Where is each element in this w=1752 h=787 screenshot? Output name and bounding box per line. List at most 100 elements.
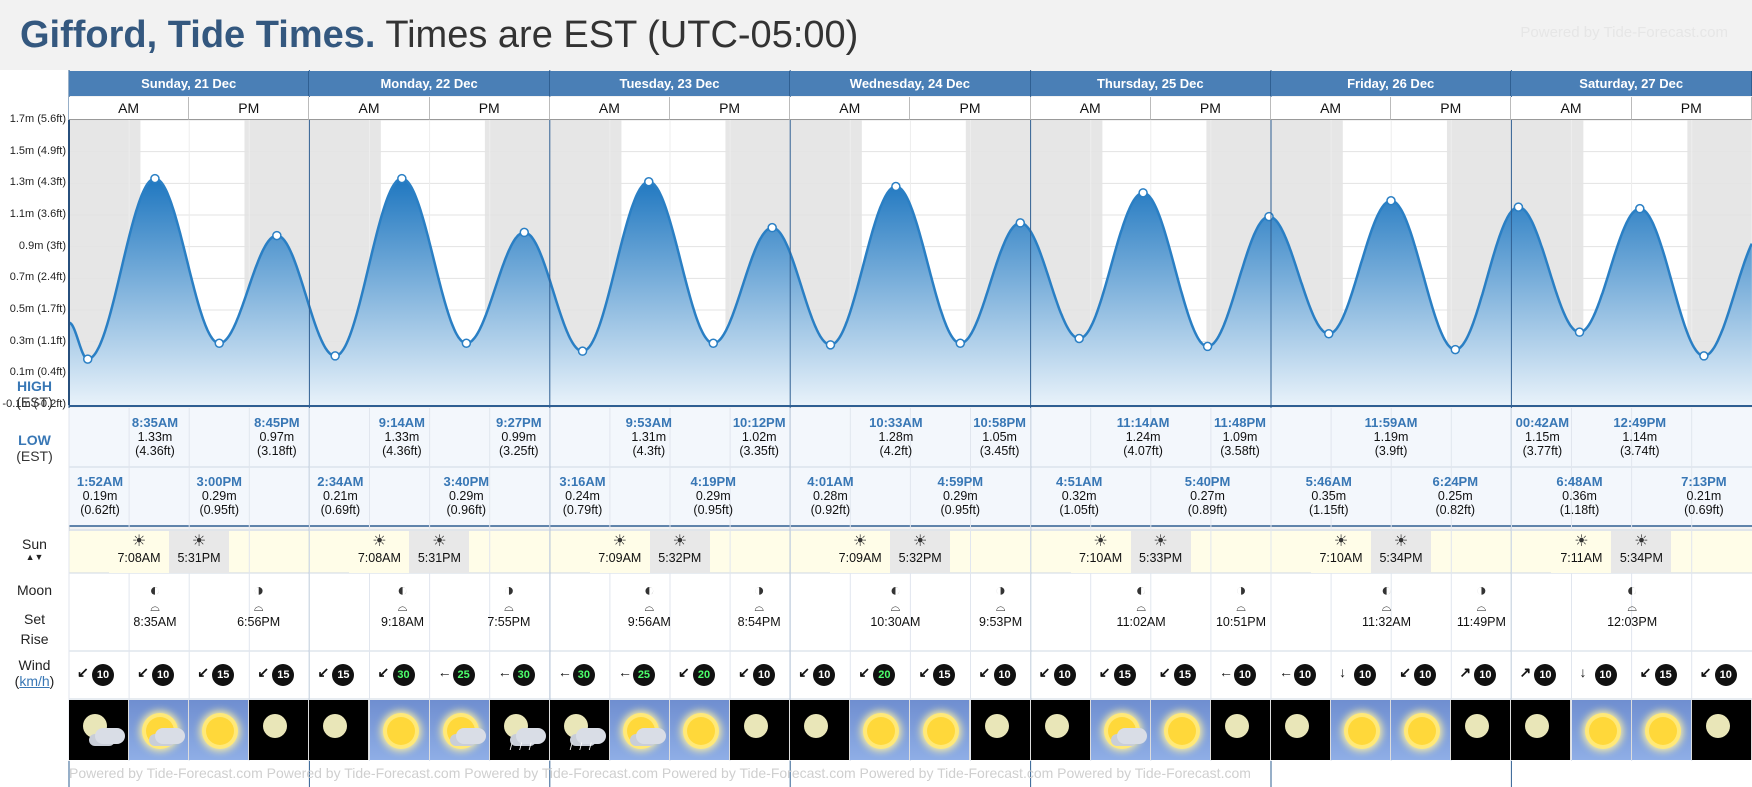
clear-night-icon: [730, 700, 791, 760]
tide-point: [1138, 188, 1148, 198]
sunrise-cell: ☀ 7:08AM: [349, 531, 410, 573]
low-tide-cell: 3:40PM 0.29m (0.96ft): [443, 474, 490, 518]
sunset-cell: ☀ 5:31PM: [409, 531, 470, 573]
moonrise-cell: ◑ ⌓ 7:55PM: [487, 580, 531, 629]
high-tide-cell: 11:48PM 1.09m (3.58ft): [1213, 415, 1267, 459]
sunset-cell: ☀ 5:34PM: [1611, 531, 1672, 573]
day-header-2: Tuesday, 23 Dec: [549, 71, 791, 96]
tide-point: [891, 181, 901, 192]
wind-speed-badge: 10: [1714, 664, 1737, 686]
moonrise-cell: ◑ ⌓ 9:53PM: [979, 580, 1023, 629]
high-tide-cell: 12:49PM 1.14m (3.74ft): [1613, 415, 1667, 459]
cloudy-night-icon: [69, 700, 130, 760]
am-header: AM: [309, 97, 430, 120]
sunrise-cell: ☀ 7:10AM: [1070, 531, 1131, 573]
moonset-cell: ◐ ⌓ 12:03PM: [1607, 580, 1658, 629]
tide-point: [1450, 344, 1461, 355]
sunny-icon: [1391, 700, 1452, 760]
wind-speed-badge: 10: [1534, 664, 1557, 686]
tide-point: [1513, 202, 1524, 212]
low-tide-cell: 2:34AM 0.21m (0.69ft): [317, 474, 364, 518]
am-header: AM: [1271, 97, 1392, 120]
wind-direction-icon: ←: [557, 664, 572, 680]
wind-speed-badge: 25: [452, 664, 475, 686]
wind-direction-icon: ↙: [317, 664, 330, 680]
sunny-icon: [189, 700, 250, 760]
clear-night-icon: [1451, 700, 1512, 760]
wind-speed-badge: 30: [572, 664, 595, 686]
page-title: Gifford, Tide Times. Times are EST (UTC-…: [20, 12, 858, 58]
sunny-icon: [1571, 700, 1632, 760]
y-tick-label: 0.3m (1.1ft): [9, 334, 66, 347]
low-label: LOW (EST): [16, 432, 53, 464]
high-tide-cell: 11:14AM 1.24m (4.07ft): [1116, 415, 1170, 459]
tide-point: [519, 227, 530, 238]
am-header: AM: [549, 97, 670, 120]
sunrise-cell: ☀ 7:11AM: [1551, 531, 1612, 573]
pm-header: PM: [189, 97, 310, 120]
moonset-cell: ◐ ⌓ 10:30AM: [870, 580, 921, 629]
tide-point: [214, 338, 224, 348]
low-tide-cell: 1:52AM 0.19m (0.62ft): [76, 474, 124, 518]
pm-header: PM: [670, 97, 791, 120]
wind-unit-link[interactable]: km/h: [19, 673, 50, 689]
wind-direction-icon: ↙: [197, 664, 209, 680]
tide-point: [825, 340, 836, 350]
tide-point: [1324, 329, 1334, 339]
low-tide-cell: 4:01AM 0.28m (0.92ft): [807, 474, 854, 518]
low-tide-cell: 5:40PM 0.27m (0.89ft): [1184, 474, 1231, 518]
tide-point: [1264, 211, 1274, 222]
wind-speed-badge: 10: [1474, 664, 1497, 686]
sunset-cell: ☀ 5:32PM: [649, 531, 710, 573]
sunny-icon: [910, 700, 971, 760]
wind-speed-badge: 30: [512, 664, 535, 686]
tide-point: [955, 338, 966, 348]
y-tick-label: -0.1m (-0.2ft): [2, 398, 66, 410]
low-tide-cell: 5:46AM 0.35m (1.15ft): [1305, 474, 1352, 518]
wind-speed-badge: 10: [813, 664, 836, 686]
powered-by-bottom: Powered by Tide-Forecast.com Powered by …: [69, 765, 1251, 781]
wind-direction-icon: ↙: [1699, 664, 1712, 680]
y-tick-label: 1.7m (5.6ft): [9, 113, 66, 125]
wind-speed-badge: 15: [1113, 664, 1136, 686]
day-header-5: Friday, 26 Dec: [1271, 71, 1512, 96]
clear-night-icon: [309, 700, 370, 760]
clear-night-icon: [249, 700, 310, 760]
high-tide-cell: 9:14AM 1.33m (4.36ft): [378, 415, 425, 459]
partly-cloudy-icon: [609, 700, 670, 760]
tide-point: [1386, 196, 1396, 206]
high-tide-cell: 10:33AM 1.28m (4.2ft): [869, 415, 923, 459]
wind-speed-badge: 15: [933, 664, 956, 686]
sunny-icon: [850, 700, 911, 760]
wind-speed-badge: 10: [1594, 664, 1617, 686]
moonrise-cell: ◑ ⌓ 8:54PM: [737, 580, 781, 629]
pm-header: PM: [1150, 97, 1271, 120]
partly-cloudy-icon: [129, 700, 190, 760]
wind-speed-badge: 10: [1414, 664, 1437, 686]
wind-direction-icon: ↙: [678, 664, 690, 680]
wind-speed-badge: 20: [693, 664, 716, 686]
pm-header: PM: [1631, 97, 1752, 120]
sunrise-cell: ☀ 7:09AM: [830, 531, 891, 573]
moon-rise-label: Rise: [20, 631, 49, 647]
clear-night-icon: [1030, 700, 1091, 760]
tide-point: [397, 173, 407, 184]
wind-direction-icon: ↙: [1158, 664, 1171, 680]
sunny-icon: [1631, 700, 1692, 760]
moonset-cell: ◐ ⌓ 11:32AM: [1361, 580, 1412, 629]
sunny-icon: [369, 700, 430, 760]
tide-point: [1202, 341, 1213, 352]
day-header-0: Sunday, 21 Dec: [69, 71, 310, 96]
sunset-cell: ☀ 5:31PM: [169, 531, 229, 573]
wind-speed-badge: 15: [212, 664, 235, 686]
high-tide-cell: 00:42AM 1.15m (3.77ft): [1515, 415, 1570, 459]
wind-direction-icon: ↙: [738, 664, 750, 680]
powered-by-top[interactable]: Powered by Tide-Forecast.com: [1520, 24, 1728, 41]
wind-speed-badge: 10: [152, 664, 175, 686]
clear-night-icon: [1511, 700, 1572, 760]
wind-speed-badge: 20: [873, 664, 896, 686]
day-header-6: Saturday, 27 Dec: [1511, 71, 1752, 96]
high-label: HIGH (EST): [16, 378, 53, 410]
rain-icon: / / /: [549, 700, 610, 760]
wind-direction-icon: ↙: [137, 664, 149, 680]
